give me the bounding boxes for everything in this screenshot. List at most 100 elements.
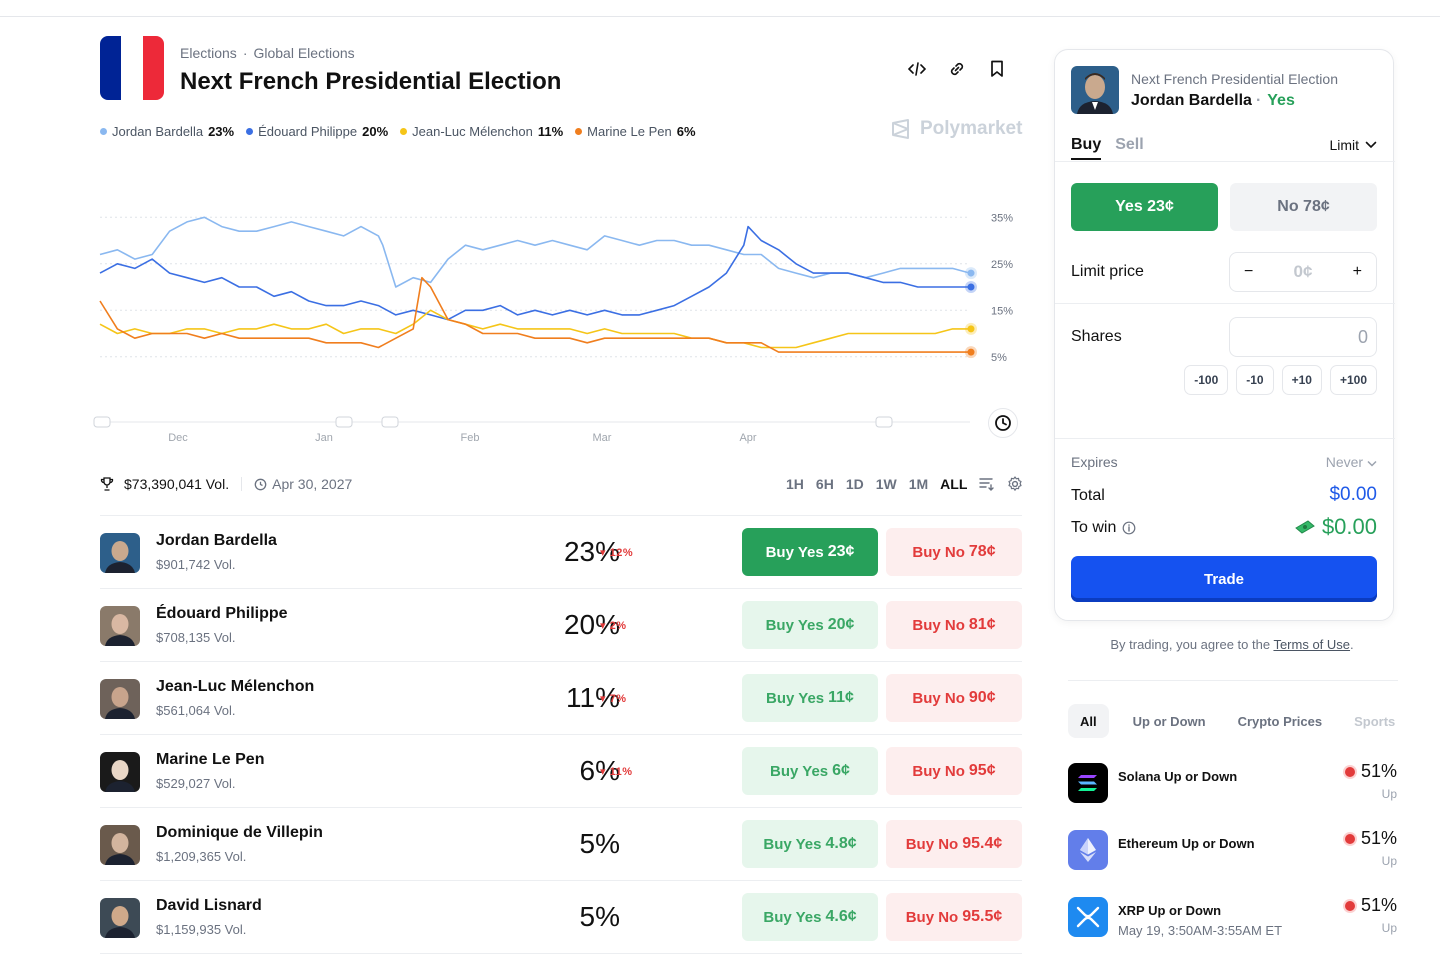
chart-legend: Jordan Bardella 23% Édouard Philippe 20% Jea… [100,124,696,139]
buy-yes-button[interactable]: Buy Yes 4.6¢ [742,893,878,941]
expires-dropdown[interactable]: Never [1326,454,1377,470]
range-scrubber-handle[interactable] [93,416,111,428]
buy-yes-price: 11¢ [828,689,854,706]
range-scrubber-handle[interactable] [335,416,353,428]
tab-sell[interactable]: Sell [1115,136,1144,153]
candidate-name[interactable]: Jordan Bardella [156,532,277,549]
buy-no-button[interactable]: Buy No 95.5¢ [886,893,1022,941]
polymarket-logo: Polymarket [890,118,1022,140]
qty-plus-10-button[interactable]: +10 [1281,365,1322,395]
list-filter-icon[interactable] [979,477,995,491]
related-market-item[interactable]: Ethereum Up or Down 51% Up [1068,826,1398,876]
bookmark-icon[interactable] [988,58,1006,80]
shares-input[interactable]: 0 [1229,317,1377,357]
buy-yes-button[interactable]: Buy Yes 23¢ [742,528,878,576]
page-title: Next French Presidential Election [180,68,562,95]
qty-minus-10-button[interactable]: -10 [1236,365,1274,395]
candidate-name[interactable]: Jean-Luc Mélenchon [156,678,315,695]
buy-no-label: Buy No [912,616,965,634]
outcome-no-button[interactable]: No 78¢ [1230,183,1377,231]
buy-no-button[interactable]: Buy No 90¢ [886,674,1022,722]
candidate-name[interactable]: Édouard Philippe [156,605,288,622]
breadcrumb-elections[interactable]: Elections [180,45,237,61]
range-1d[interactable]: 1D [845,476,864,492]
buy-no-label: Buy No [905,835,959,853]
link-icon[interactable] [948,58,966,80]
buy-no-button[interactable]: Buy No 81¢ [886,601,1022,649]
y-tick-label: 5% [991,352,1007,364]
price-history-chart[interactable]: 35% 25% 15% 5% Dec Jan Feb Mar Apr [90,180,1030,460]
info-icon[interactable] [1122,521,1136,535]
buy-no-button[interactable]: Buy No 95¢ [886,747,1022,795]
tab-buy[interactable]: Buy [1071,136,1102,160]
breadcrumb-separator: · [242,45,248,61]
filter-sports[interactable]: Sports [1354,713,1396,729]
limit-price-input[interactable]: − 0¢ + [1229,252,1377,292]
qty-plus-100-button[interactable]: +100 [1329,365,1377,395]
order-type-dropdown[interactable]: Limit [1329,137,1377,153]
increment-price-button[interactable]: + [1352,263,1362,280]
range-scrubber-handle[interactable] [875,416,893,428]
related-market-filters: All Up or Down Crypto Prices Sports [1068,704,1411,738]
related-market-item[interactable]: Solana Up or Down 51% Up [1068,759,1398,809]
outcome-row[interactable]: Édouard Philippe $708,135 Vol. 20% ▾ 2% Buy … [100,588,1022,661]
embed-code-icon[interactable] [908,58,926,80]
buy-no-label: Buy No [905,908,959,926]
candidate-volume: $708,135 Vol. [156,630,236,645]
buy-no-button[interactable]: Buy No 78¢ [886,528,1022,576]
buy-no-label: Buy No [912,543,965,561]
filter-crypto-prices[interactable]: Crypto Prices [1237,713,1323,729]
buy-yes-label: Buy Yes [765,616,824,634]
outcome-row[interactable]: Dominique de Villepin $1,209,365 Vol. 5% Bu… [100,807,1022,880]
buy-yes-button[interactable]: Buy Yes 6¢ [742,747,878,795]
filter-all[interactable]: All [1068,704,1109,738]
buy-no-button[interactable]: Buy No 95.4¢ [886,820,1022,868]
buy-yes-label: Buy Yes [770,762,829,780]
end-date-value: Apr 30, 2027 [272,476,353,492]
probability-change: ▾ 7% [600,693,627,705]
candidate-probability: 5% [579,828,620,859]
related-market-item[interactable]: XRP Up or Down May 19, 3:50AM-3:55AM ET … [1068,893,1398,943]
trade-button[interactable]: Trade [1071,556,1377,602]
range-1h[interactable]: 1H [786,476,804,492]
range-6h[interactable]: 6H [815,476,834,492]
buy-yes-label: Buy Yes [765,543,824,561]
buy-yes-button[interactable]: Buy Yes 4.8¢ [742,820,878,868]
qty-minus-100-button[interactable]: -100 [1184,365,1229,395]
candidate-avatar [100,679,140,719]
breadcrumb: Elections · Global Elections [180,45,355,61]
candidate-avatar [100,825,140,865]
top-divider [0,16,1440,17]
range-1w[interactable]: 1W [875,476,897,492]
buy-no-price: 90¢ [968,689,996,706]
range-scrubber-handle[interactable] [381,416,399,428]
buy-yes-button[interactable]: Buy Yes 20¢ [742,601,878,649]
outcome-row[interactable]: Marine Le Pen $529,027 Vol. 6% ▾ 11% Buy Yes… [100,734,1022,807]
candidate-name[interactable]: David Lisnard [156,897,262,914]
breadcrumb-global-elections[interactable]: Global Elections [253,45,355,61]
quantity-adjust-buttons: -100 -10 +10 +100 [1184,365,1377,395]
outcome-row[interactable]: Jordan Bardella $901,742 Vol. 23% ▾ 12% Buy … [100,515,1022,588]
range-1m[interactable]: 1M [908,476,929,492]
buy-yes-button[interactable]: Buy Yes 11¢ [742,674,878,722]
terms-of-use-link[interactable]: Terms of Use [1273,637,1351,652]
filter-up-or-down[interactable]: Up or Down [1132,713,1206,729]
time-range-button[interactable] [988,408,1018,438]
terms-suffix: . [1350,637,1354,652]
outcome-yes-button[interactable]: Yes 23¢ [1071,183,1218,231]
outcome-row[interactable]: David Lisnard $1,159,935 Vol. 5% Buy Yes 4.6… [100,880,1022,953]
chevron-down-icon [1365,141,1377,149]
legend-name: Édouard Philippe [258,124,358,139]
outcome-row[interactable]: Jean-Luc Mélenchon $561,064 Vol. 11% ▾ 7% Bu… [100,661,1022,734]
candidate-name[interactable]: Dominique de Villepin [156,824,323,841]
settings-gear-icon[interactable] [1007,476,1023,492]
series-end-point [967,325,975,333]
market-direction: Up [1381,854,1397,868]
chevron-down-icon [1367,460,1377,467]
candidate-name[interactable]: Marine Le Pen [156,751,265,768]
decrement-price-button[interactable]: − [1244,263,1254,280]
candidate-volume: $1,159,935 Vol. [156,922,247,937]
live-dot-icon [1344,900,1355,911]
range-all[interactable]: ALL [940,476,968,492]
expires-label: Expires [1071,454,1118,470]
